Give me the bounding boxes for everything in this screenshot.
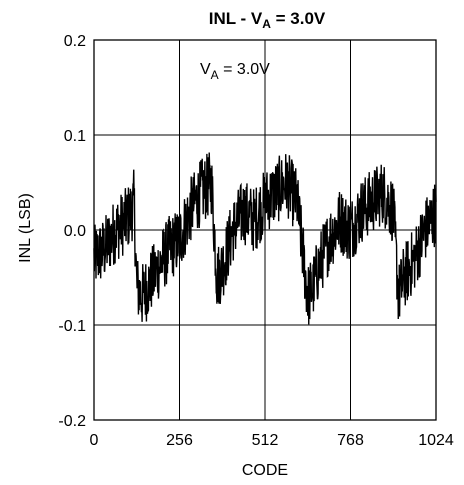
x-tick-label: 0 <box>90 432 99 449</box>
y-tick-label: 0.0 <box>64 223 86 240</box>
x-tick-label: 1024 <box>418 432 454 449</box>
annotation-subscript: A <box>211 68 219 82</box>
annotation-prefix: V <box>200 61 211 78</box>
chart-annotation: VA = 3.0V <box>200 61 270 82</box>
y-tick-label: -0.2 <box>58 413 86 430</box>
x-tick-label: 768 <box>337 432 364 449</box>
x-tick-label: 256 <box>166 432 193 449</box>
y-tick-label: 0.1 <box>64 128 86 145</box>
title-subscript: A <box>262 17 271 31</box>
x-tick-label: 512 <box>252 432 279 449</box>
x-tick-labels: 0 256 512 768 1024 <box>90 432 454 449</box>
annotation-suffix: = 3.0V <box>219 61 270 78</box>
y-tick-label: 0.2 <box>64 33 86 50</box>
y-tick-label: -0.1 <box>58 318 86 335</box>
y-tick-labels: 0.2 0.1 0.0 -0.1 -0.2 <box>58 33 86 430</box>
grid-lines <box>93 39 437 421</box>
chart-title: INL - VA = 3.0V <box>209 9 326 31</box>
x-axis-label: CODE <box>242 462 288 479</box>
y-axis-label: INL (LSB) <box>17 193 34 263</box>
title-prefix: INL - V <box>209 9 263 28</box>
series-group <box>93 152 437 325</box>
inl-series-line <box>93 152 437 325</box>
title-suffix: = 3.0V <box>271 9 326 28</box>
